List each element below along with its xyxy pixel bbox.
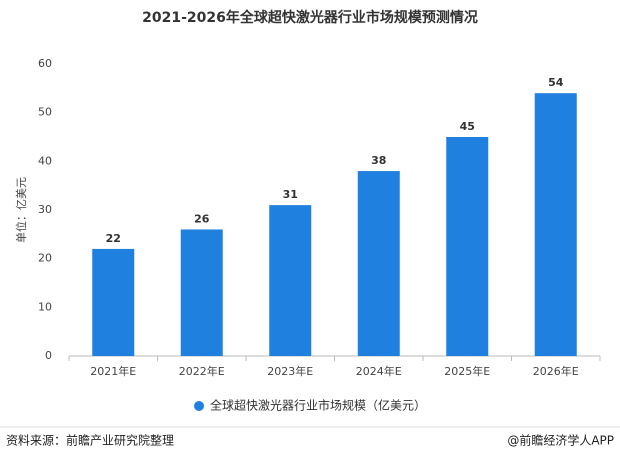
value-label: 22 — [106, 232, 121, 245]
credit: @前瞻经济学人APP — [507, 433, 614, 448]
y-tick-label: 50 — [38, 106, 52, 119]
source-note: 资料来源：前瞻产业研究院整理 — [6, 433, 174, 448]
legend-swatch — [194, 401, 204, 411]
bar — [180, 229, 223, 356]
y-tick-label: 30 — [38, 203, 52, 216]
y-tick-label: 20 — [38, 252, 52, 265]
legend-label: 全球超快激光器行业市场规模（亿美元） — [210, 398, 426, 413]
bar — [269, 205, 312, 356]
y-tick-label: 60 — [38, 57, 52, 70]
x-tick-label: 2025年E — [444, 364, 490, 378]
x-tick-label: 2023年E — [267, 364, 313, 378]
value-label: 54 — [548, 76, 564, 89]
y-axis-label: 单位：亿美元 — [14, 177, 28, 243]
y-tick-label: 0 — [45, 349, 52, 362]
x-tick-label: 2024年E — [356, 364, 402, 378]
bar — [357, 171, 400, 356]
y-tick-label: 10 — [38, 300, 52, 313]
value-label: 45 — [460, 120, 475, 133]
x-tick-label: 2021年E — [90, 364, 136, 378]
value-label: 26 — [194, 212, 210, 225]
value-label: 38 — [371, 154, 386, 167]
value-label: 31 — [283, 188, 298, 201]
chart-title: 2021-2026年全球超快激光器行业市场规模预测情况 — [142, 9, 478, 26]
bar — [92, 248, 135, 356]
x-tick-label: 2026年E — [533, 364, 579, 378]
bar — [446, 137, 489, 356]
bar — [534, 93, 577, 356]
y-tick-label: 40 — [38, 154, 52, 167]
x-tick-label: 2022年E — [179, 364, 225, 378]
